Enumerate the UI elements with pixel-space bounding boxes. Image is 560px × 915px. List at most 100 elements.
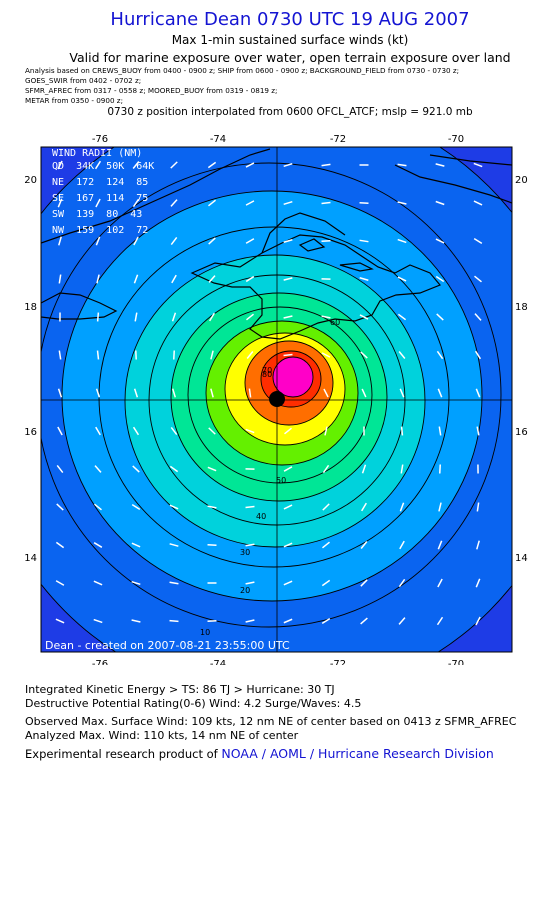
- wind-barb: [170, 199, 178, 207]
- wind-barb: [437, 578, 443, 588]
- wind-barb: [398, 578, 406, 588]
- wind-barb: [56, 503, 64, 511]
- wind-radii-row: NW 159 102 72: [52, 225, 148, 236]
- wind-barb: [475, 388, 481, 398]
- wind-barb: [475, 616, 481, 626]
- wind-barb: [58, 350, 62, 360]
- wind-barb: [473, 162, 483, 168]
- wind-barb: [398, 617, 406, 625]
- wind-barb: [133, 388, 139, 398]
- wind-barb: [131, 619, 141, 623]
- haiti-north-coast: [261, 212, 346, 254]
- lat-tick: 16: [515, 427, 528, 438]
- wind-barb: [476, 502, 480, 512]
- wind-barb: [94, 465, 102, 473]
- wind-barb: [359, 239, 369, 243]
- wind-barb: [436, 350, 444, 360]
- lon-tick: -76: [92, 134, 108, 145]
- wind-barb: [169, 619, 179, 623]
- storm-center-marker: [269, 391, 285, 407]
- hispaniola-outline: [190, 234, 441, 340]
- wind-barb: [359, 201, 369, 205]
- wind-barb: [321, 315, 331, 319]
- wind-barb: [133, 274, 139, 284]
- wind-barb: [55, 580, 65, 586]
- lat-tick: 20: [515, 175, 528, 186]
- wind-barb: [361, 388, 367, 398]
- wind-barb: [245, 581, 255, 585]
- wind-barb: [245, 505, 255, 509]
- wind-barb: [169, 543, 179, 547]
- wind-barb: [132, 426, 140, 436]
- wind-barb: [96, 312, 100, 322]
- band-core: [272, 356, 314, 398]
- wind-barb: [57, 160, 63, 170]
- wind-radii-table: WIND RADII (NM) QD 34K 50K 64K NE 172 12…: [52, 148, 154, 236]
- wind-barb: [169, 465, 179, 473]
- contour-label: 10: [200, 628, 210, 637]
- lat-tick: 18: [515, 302, 528, 313]
- wind-barb: [207, 619, 217, 623]
- wind-barb: [399, 502, 405, 512]
- wind-barb: [322, 464, 330, 474]
- contour-label: 20: [240, 586, 250, 595]
- wind-barb: [397, 276, 407, 282]
- wind-barb: [283, 277, 293, 281]
- gonave-outline: [298, 238, 326, 252]
- wind-barb: [245, 162, 255, 168]
- wind-barb: [95, 236, 101, 246]
- wind-barb: [359, 314, 369, 320]
- analysis-line: SFMR_AFREC from 0317 - 0558 z; MOORED_BU…: [25, 86, 278, 95]
- wind-barb: [210, 350, 214, 360]
- map-credit: Dean - created on 2007-08-21 23:55:00 UT…: [45, 639, 290, 652]
- wind-barb: [133, 236, 139, 246]
- wind-barb: [475, 578, 481, 588]
- wind-barb: [283, 466, 293, 472]
- lon-tick: -74: [210, 659, 226, 665]
- lat-tick: 14: [24, 553, 37, 564]
- lat-ticks-left: 20 18 16 14: [24, 175, 37, 564]
- wind-barb: [170, 236, 178, 246]
- wind-barb: [322, 503, 330, 511]
- wind-barb: [476, 426, 480, 436]
- credit-prefix: Experimental research product of: [25, 747, 222, 761]
- wind-barb: [207, 466, 217, 472]
- wind-barb: [131, 542, 141, 548]
- lon-tick: -74: [210, 134, 226, 145]
- wind-barb: [245, 543, 255, 547]
- analysis-line: GOES_SWIR from 0402 - 0702 z;: [25, 76, 142, 85]
- wind-barb: [321, 201, 331, 205]
- analyzed-max-line: Analyzed Max. Wind: 110 kts, 14 nm NE of…: [25, 729, 299, 742]
- wind-barb: [95, 198, 101, 208]
- wind-barb: [132, 161, 140, 169]
- wind-barb: [324, 426, 328, 436]
- lon-ticks-bottom: -76 -74 -72 -70: [92, 659, 464, 665]
- wind-barb: [95, 388, 101, 398]
- jamaica-outline: [41, 292, 118, 320]
- wind-barb: [283, 542, 293, 548]
- wind-barb: [439, 464, 441, 474]
- analysis-line: Analysis based on CREWS_BUOY from 0400 -…: [25, 66, 460, 75]
- wind-barb: [359, 277, 369, 281]
- wind-barb: [131, 580, 141, 586]
- wind-barb: [476, 540, 480, 550]
- dpr-line: Destructive Potential Rating(0-6) Wind: …: [25, 697, 362, 710]
- wind-barb: [400, 464, 404, 474]
- wind-barb: [170, 426, 178, 436]
- wind-barb: [436, 313, 444, 321]
- wind-barb: [474, 275, 482, 283]
- wind-barb: [209, 312, 215, 322]
- subtitle-wind-definition: Max 1-min sustained surface winds (kt): [171, 33, 409, 47]
- credit-org-link[interactable]: NOAA / AOML / Hurricane Research Divisio…: [221, 746, 494, 761]
- wind-barb: [57, 426, 63, 436]
- wind-barb: [399, 540, 405, 550]
- lon-tick: -72: [330, 659, 346, 665]
- wind-barb: [96, 274, 100, 284]
- lat-tick: 18: [24, 302, 37, 313]
- wind-barb: [93, 542, 103, 548]
- wind-barb: [56, 464, 64, 474]
- wind-barb: [283, 580, 293, 586]
- contour-label: 40: [256, 512, 266, 521]
- lon-ticks-top: -76 -74 -72 -70: [92, 134, 464, 145]
